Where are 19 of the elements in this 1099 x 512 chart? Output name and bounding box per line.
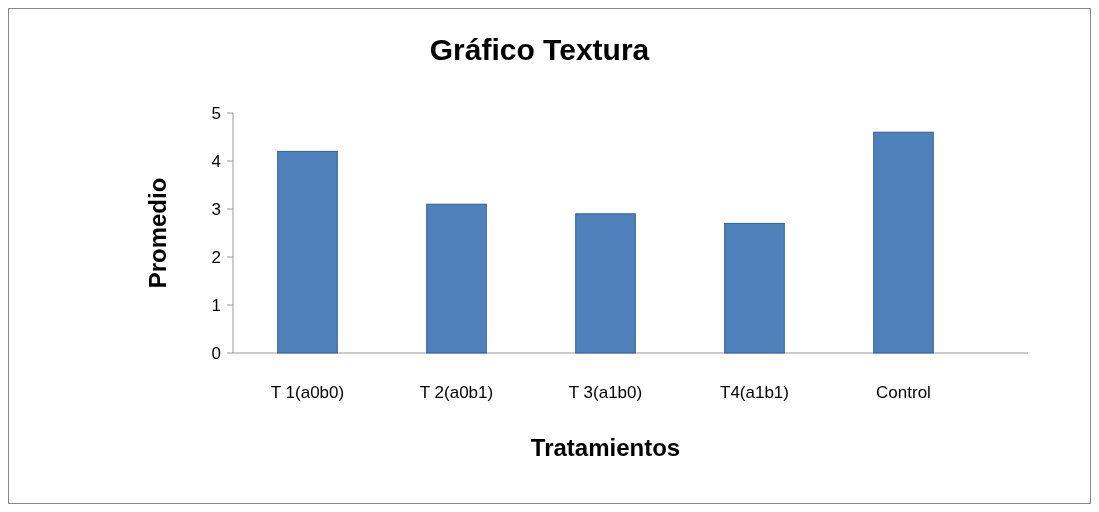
bar [575,213,636,354]
y-tick-label: 4 [211,151,221,171]
bar [873,131,934,354]
x-tick-label: T 2(a0b1) [419,383,494,402]
bar [426,203,487,354]
y-tick-label: 5 [211,103,221,123]
y-tick-label: 0 [211,343,221,363]
x-tick-label: Control [876,383,931,402]
y-tick-label: 2 [211,247,221,267]
bar [277,150,338,354]
x-axis-title: Tratamientos [530,434,681,461]
y-tick-label: 3 [211,199,221,219]
y-axis-title: Promedio [144,177,171,289]
x-tick-label: T 3(a1b0) [568,383,643,402]
bar [724,222,785,354]
x-tick-label: T4(a1b1) [720,383,789,402]
chart-title: Gráfico Textura [429,33,650,66]
y-tick-label: 1 [211,295,221,315]
x-tick-label: T 1(a0b0) [270,383,345,402]
